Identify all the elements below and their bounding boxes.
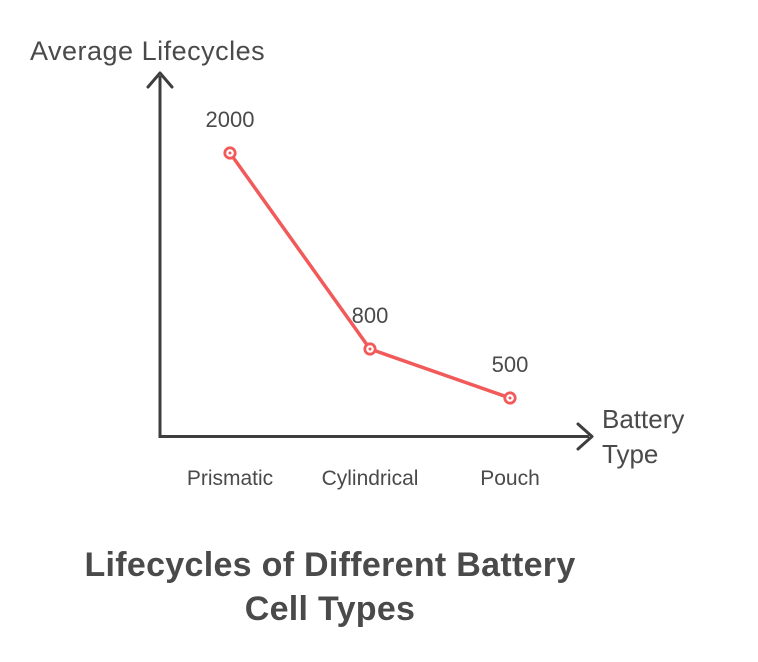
chart-title-line2: Cell Types bbox=[244, 590, 416, 628]
axis-lines bbox=[158, 76, 589, 438]
y-axis-arrowhead-icon bbox=[146, 71, 174, 89]
data-point-center-dot bbox=[368, 347, 372, 351]
chart-title: Lifecycles of Different Battery Cell Typ… bbox=[30, 543, 630, 631]
series-line bbox=[228, 151, 512, 400]
chart-title-line1: Lifecycles of Different Battery bbox=[84, 546, 576, 584]
x-axis-arrowhead-icon bbox=[576, 422, 594, 451]
x-axis-label-line1: Battery bbox=[602, 404, 685, 434]
y-axis-label: Average Lifecycles bbox=[30, 36, 266, 66]
x-axis-label: Battery Type bbox=[602, 402, 684, 472]
x-axis-label-line2: Type bbox=[602, 439, 659, 469]
data-point-center-dot bbox=[228, 151, 232, 155]
data-point-center-dot bbox=[508, 396, 512, 400]
